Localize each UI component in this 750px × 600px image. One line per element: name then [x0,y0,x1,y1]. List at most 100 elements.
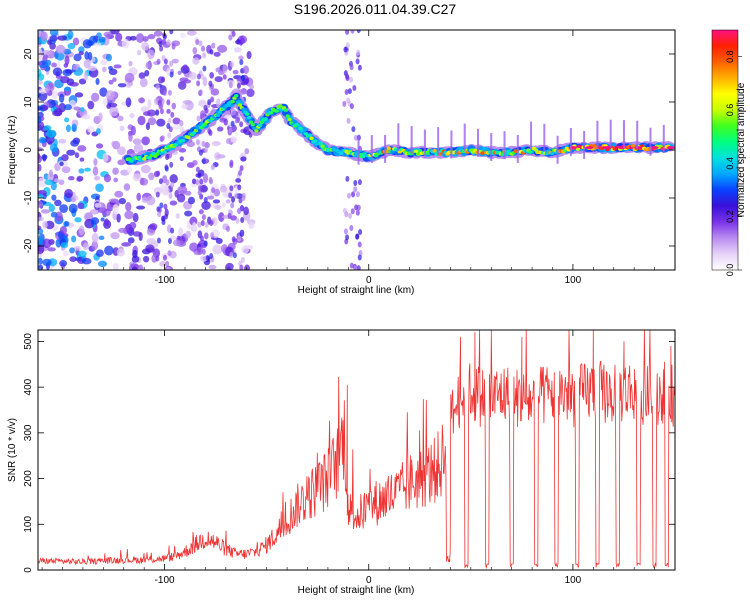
heatmap-cell [212,244,223,255]
heatmap-cell [622,120,625,149]
heatmap-cell [99,87,108,97]
heatmap-cell [115,32,123,42]
heatmap-cell [237,207,242,214]
heatmap-cell [209,49,214,55]
heatmap-cell [47,247,56,252]
heatmap-cell [575,147,581,151]
heatmap-cell [72,64,79,71]
heatmap-cell [238,197,243,204]
heatmap-cell [132,138,142,145]
heatmap-cell [237,103,243,107]
heatmap-cell [199,178,204,185]
heatmap-cell [144,69,150,77]
heatmap-cell [159,202,164,209]
heatmap-cell [238,55,244,61]
heatmap-cell [112,262,119,270]
snr-xlabel: Height of straight line (km) [298,585,415,596]
heatmap-cell [244,148,250,155]
heatmap-cell [96,128,101,135]
heatmap-cell [245,112,250,116]
heatmap-cell [87,125,95,133]
heatmap-cell [192,57,200,65]
heatmap-cell [149,223,158,231]
heatmap-cell [169,71,174,78]
snr-frame [37,329,676,571]
heatmap-cell [38,154,42,164]
heatmap-cell [516,134,519,163]
heatmap-cell [182,64,189,71]
heatmap-cell [124,72,135,83]
heatmap-cell [170,235,177,240]
heatmap-cell [103,31,114,38]
heatmap-cell [151,254,158,263]
heatmap-cell [165,154,170,161]
heatmap-cell [70,139,79,147]
heatmap-cell [240,37,245,44]
heatmap-cell [159,261,167,267]
heatmap-cell [161,76,166,83]
heatmap-cell [240,256,245,263]
heatmap-cell [201,201,211,210]
heatmap-cell [556,135,559,164]
heatmap-cell [229,185,234,192]
heatmap-cell [201,214,206,221]
heatmap-cell [196,80,201,87]
heatmap-cell [105,53,112,62]
heatmap-cell [169,200,178,206]
heatmap-cell [78,78,87,85]
heatmap-cell [131,255,140,263]
heatmap-cell [110,232,120,240]
heatmap-cell [199,110,206,119]
heatmap-cell [285,114,290,118]
heatmap-cell [210,88,220,96]
heatmap-cell [201,248,206,255]
heatmap-cell [229,251,234,258]
snr-ylabel: SNR (10 * v/v) [7,418,18,482]
heatmap-cell [179,156,184,162]
heatmap-peak [601,146,610,150]
heatmap-cell [331,147,336,152]
heatmap-cell [59,260,68,267]
snr-ticks: -100 0 100 0 100 200 300 400 500 [23,330,676,586]
heatmap-cell [203,240,208,247]
heatmap-cell [195,166,200,173]
heatmap-cell [91,232,99,243]
heatmap-cell [136,192,142,201]
heatmap-cell [45,84,51,94]
heatmap-cell [140,164,151,174]
heatmap-cell [189,242,199,252]
heatmap-cell [228,127,233,134]
heatmap-cell [147,49,155,60]
heatmap-cell [198,149,203,156]
heatmap-cell [198,89,203,96]
heatmap-cell [38,73,45,81]
heatmap-cell [355,233,360,240]
heatmap-cell [67,30,74,40]
heatmap-cell [354,204,359,211]
heatmap-cell [143,255,150,263]
heatmap-cell [84,51,90,60]
heatmap-cell [169,60,174,67]
heatmap-cell [98,112,103,122]
heatmap-cell [254,129,259,133]
heatmap-cell [59,161,64,167]
heatmap-cell [160,183,169,191]
heatmap-cell [133,143,144,154]
heatmap-cell [91,240,99,251]
heatmap-cell [662,124,665,153]
heatmap-cell [117,115,124,122]
heatmap-cell [294,122,300,127]
snr-xtick-label: 100 [565,575,582,586]
heatmap-cell [357,136,360,165]
heatmap-cell [229,159,234,166]
heatmap-cell [170,111,175,118]
heatmap-cell [195,139,200,146]
heatmap-cell [208,176,213,183]
heatmap-cell [49,30,59,37]
heatmap-cell [425,151,430,155]
heatmap-cell [78,225,85,236]
heatmap-cell [155,255,160,262]
heatmap-cell [353,186,358,193]
heatmap-cell [60,75,70,84]
